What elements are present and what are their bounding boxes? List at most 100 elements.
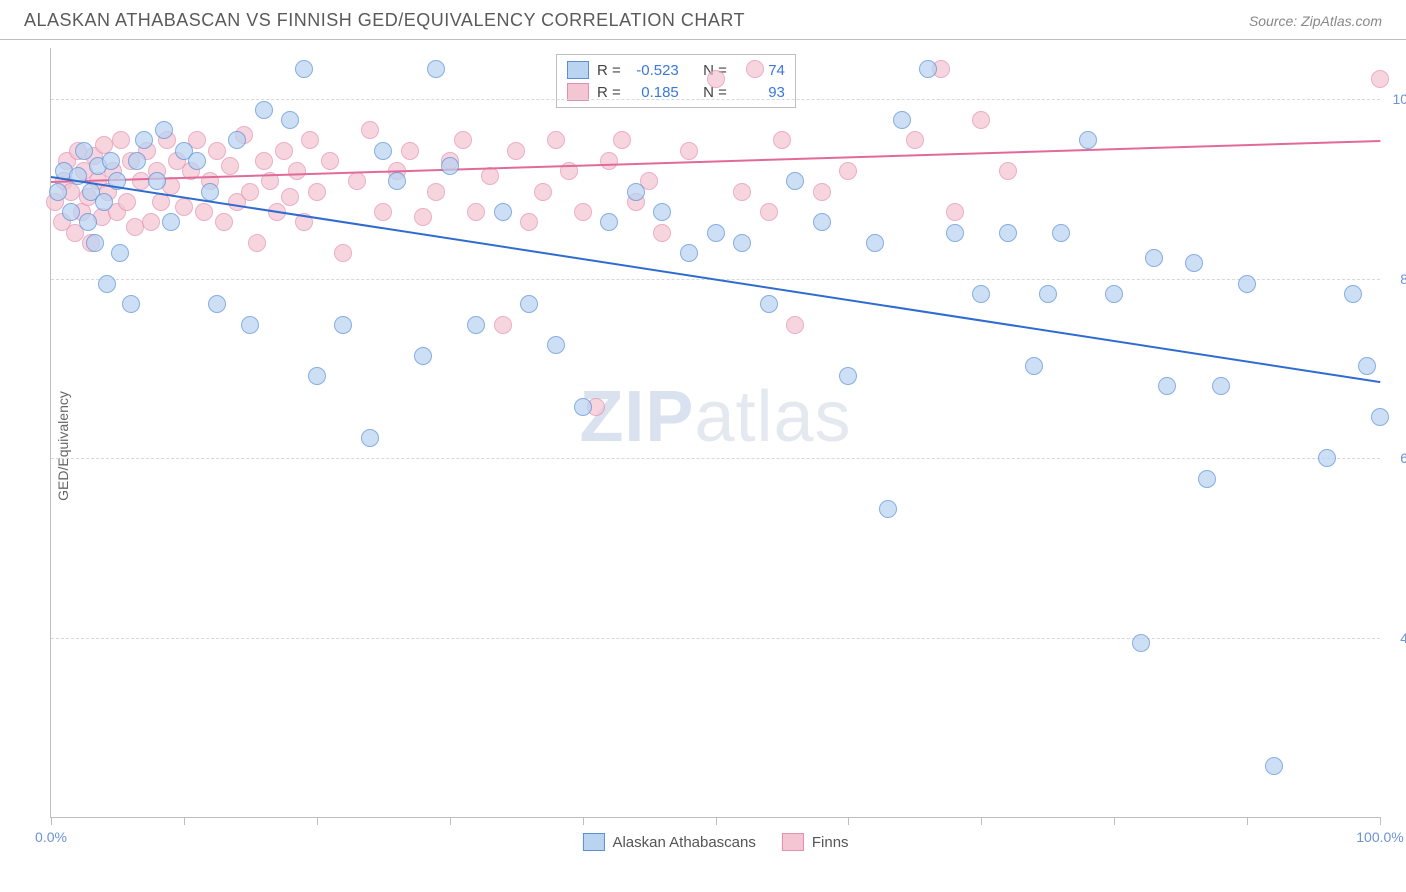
data-point-athabascan <box>494 203 512 221</box>
data-point-finns <box>281 188 299 206</box>
data-point-athabascan <box>62 203 80 221</box>
data-point-athabascan <box>1158 377 1176 395</box>
data-point-finns <box>288 162 306 180</box>
data-point-athabascan <box>893 111 911 129</box>
n-value-finns: 93 <box>735 84 785 101</box>
data-point-finns <box>680 142 698 160</box>
data-point-athabascan <box>79 213 97 231</box>
data-point-finns <box>494 316 512 334</box>
data-point-finns <box>534 183 552 201</box>
xtick <box>184 817 185 825</box>
data-point-finns <box>467 203 485 221</box>
xtick-label: 0.0% <box>35 829 67 845</box>
data-point-athabascan <box>414 347 432 365</box>
gridline <box>51 458 1380 459</box>
r-label: R = <box>597 62 621 79</box>
data-point-athabascan <box>1344 285 1362 303</box>
swatch-finns <box>782 833 804 851</box>
data-point-athabascan <box>86 234 104 252</box>
data-point-athabascan <box>547 336 565 354</box>
data-point-athabascan <box>1212 377 1230 395</box>
data-point-athabascan <box>520 295 538 313</box>
data-point-athabascan <box>999 224 1017 242</box>
data-point-finns <box>241 183 259 201</box>
trendline-finns <box>51 140 1380 183</box>
chart-title: ALASKAN ATHABASCAN VS FINNISH GED/EQUIVA… <box>24 10 745 31</box>
data-point-finns <box>906 131 924 149</box>
data-point-athabascan <box>1265 757 1283 775</box>
data-point-athabascan <box>760 295 778 313</box>
data-point-finns <box>361 121 379 139</box>
data-point-finns <box>454 131 472 149</box>
trendline-athabascan <box>51 176 1380 383</box>
data-point-finns <box>308 183 326 201</box>
data-point-athabascan <box>1132 634 1150 652</box>
data-point-athabascan <box>427 60 445 78</box>
data-point-athabascan <box>281 111 299 129</box>
data-point-athabascan <box>241 316 259 334</box>
data-point-finns <box>321 152 339 170</box>
data-point-finns <box>1371 70 1389 88</box>
data-point-athabascan <box>879 500 897 518</box>
data-point-finns <box>653 224 671 242</box>
data-point-athabascan <box>95 193 113 211</box>
r-value-finns: 0.185 <box>629 84 679 101</box>
data-point-athabascan <box>188 152 206 170</box>
legend-label-athabascan: Alaskan Athabascans <box>612 834 755 851</box>
data-point-athabascan <box>946 224 964 242</box>
ytick-label: 65.0% <box>1400 450 1406 466</box>
data-point-finns <box>301 131 319 149</box>
data-point-finns <box>481 167 499 185</box>
legend-label-finns: Finns <box>812 834 849 851</box>
data-point-finns <box>507 142 525 160</box>
swatch-athabascan <box>582 833 604 851</box>
data-point-finns <box>746 60 764 78</box>
data-point-athabascan <box>208 295 226 313</box>
legend-item-athabascan: Alaskan Athabascans <box>582 833 755 851</box>
data-point-finns <box>520 213 538 231</box>
data-point-athabascan <box>839 367 857 385</box>
data-point-finns <box>195 203 213 221</box>
data-point-finns <box>348 172 366 190</box>
r-value-athabascan: -0.523 <box>629 62 679 79</box>
data-point-finns <box>613 131 631 149</box>
data-point-finns <box>946 203 964 221</box>
data-point-athabascan <box>1105 285 1123 303</box>
data-point-athabascan <box>135 131 153 149</box>
xtick <box>1114 817 1115 825</box>
data-point-finns <box>112 131 130 149</box>
data-point-athabascan <box>627 183 645 201</box>
data-point-athabascan <box>733 234 751 252</box>
data-point-athabascan <box>707 224 725 242</box>
data-point-finns <box>574 203 592 221</box>
data-point-athabascan <box>1318 449 1336 467</box>
data-point-athabascan <box>148 172 166 190</box>
data-point-finns <box>813 183 831 201</box>
watermark: ZIPatlas <box>579 376 851 458</box>
data-point-athabascan <box>1145 249 1163 267</box>
data-point-finns <box>547 131 565 149</box>
ytick-label: 47.5% <box>1400 630 1406 646</box>
data-point-finns <box>999 162 1017 180</box>
gridline <box>51 99 1380 100</box>
data-point-athabascan <box>1039 285 1057 303</box>
data-point-athabascan <box>467 316 485 334</box>
data-point-finns <box>221 157 239 175</box>
data-point-athabascan <box>600 213 618 231</box>
data-point-athabascan <box>813 213 831 231</box>
xtick-label: 100.0% <box>1356 829 1403 845</box>
data-point-finns <box>401 142 419 160</box>
xtick <box>1380 817 1381 825</box>
data-point-finns <box>275 142 293 160</box>
data-point-finns <box>118 193 136 211</box>
data-point-athabascan <box>122 295 140 313</box>
data-point-athabascan <box>1238 275 1256 293</box>
data-point-finns <box>208 142 226 160</box>
data-point-athabascan <box>786 172 804 190</box>
data-point-finns <box>600 152 618 170</box>
data-point-athabascan <box>1198 470 1216 488</box>
data-point-finns <box>175 198 193 216</box>
data-point-athabascan <box>866 234 884 252</box>
data-point-athabascan <box>49 183 67 201</box>
ytick-label: 82.5% <box>1400 271 1406 287</box>
